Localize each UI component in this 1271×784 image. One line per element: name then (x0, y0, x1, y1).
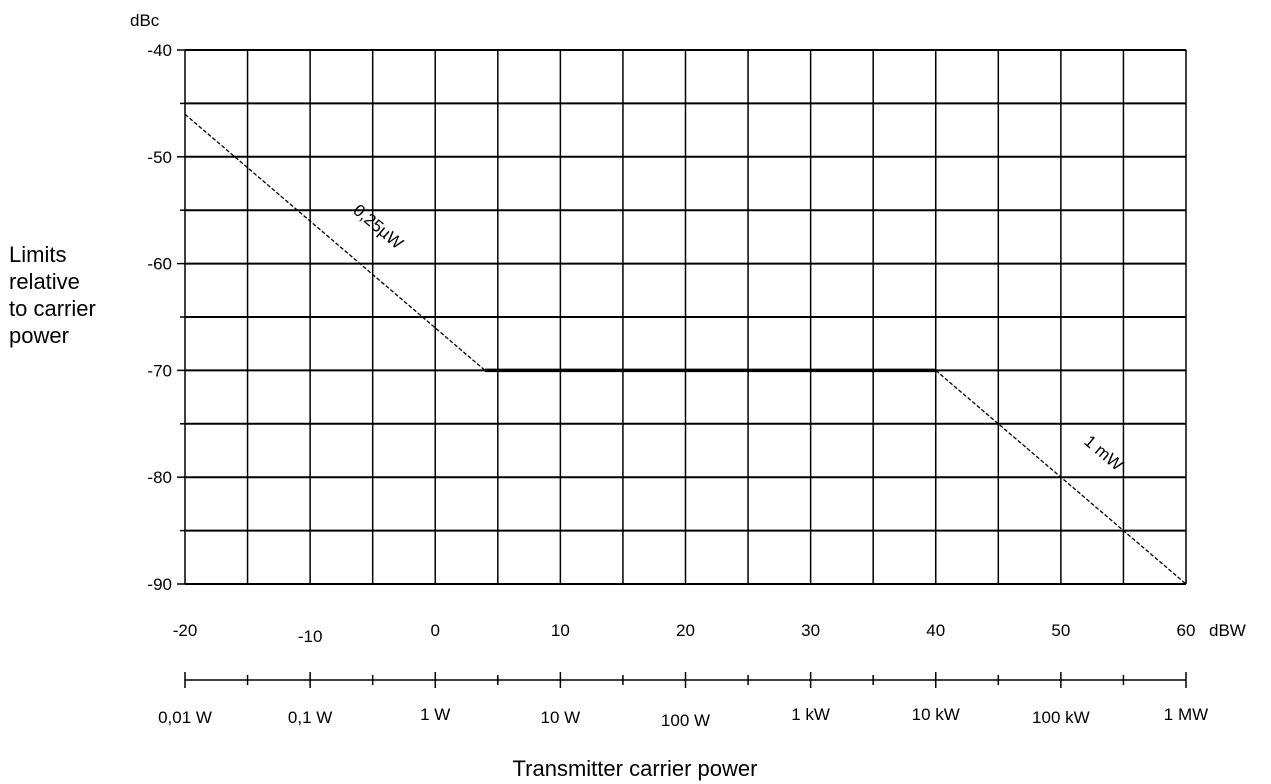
power-tick-label: 10 kW (912, 705, 960, 724)
power-tick-label: 1 kW (791, 705, 830, 724)
x-tick-label: 10 (551, 621, 570, 640)
x-tick-label: 0 (431, 621, 440, 640)
series-group (184, 113, 1187, 585)
power-tick-label: 1 W (420, 705, 450, 724)
power-tick-label: 1 MW (1164, 705, 1208, 724)
annotation-0-25uw: 0,25µW (349, 201, 406, 253)
power-tick-label: 0,01 W (158, 708, 212, 727)
x-tick-label: 40 (926, 621, 945, 640)
power-tick-label: 100 W (661, 711, 710, 730)
y-axis-title-line-2: relative (9, 269, 80, 294)
x-tick-label: -10 (298, 627, 323, 646)
y-tick-label: -50 (147, 148, 172, 167)
y-axis-title-line-3: to carrier (9, 296, 96, 321)
annotation-1mw: 1 mW (1080, 432, 1126, 475)
x-tick-label: -20 (173, 621, 198, 640)
y-unit-label: dBc (130, 11, 160, 30)
power-tick-label: 100 kW (1032, 708, 1090, 727)
grid (184, 49, 1187, 585)
power-tick-label: 0,1 W (288, 708, 332, 727)
series-line-dashed (935, 369, 1187, 585)
x-tick-label: 60 (1177, 621, 1196, 640)
x-unit-label: dBW (1209, 621, 1246, 640)
x-axis-title: Transmitter carrier power (513, 756, 758, 781)
y-axis-title-line-1: Limits (9, 242, 66, 267)
y-tick-label: -70 (147, 361, 172, 380)
x-tick-label: 30 (801, 621, 820, 640)
power-tick-label: 10 W (541, 708, 581, 727)
y-tick-label: -90 (147, 575, 172, 594)
axes: -40 -50 -60 -70 -80 -90 -20 -10 0 10 20 30 40 50 60 0,0… (147, 41, 1208, 730)
series-line-dashed (184, 113, 486, 371)
y-axis-title: Limits relative to carrier power (9, 242, 102, 348)
y-axis-title-line-4: power (9, 323, 69, 348)
y-tick-label: -40 (147, 41, 172, 60)
x-tick-label: 20 (676, 621, 695, 640)
y-tick-label: -60 (147, 255, 172, 274)
y-tick-label: -80 (147, 468, 172, 487)
x-tick-label: 50 (1051, 621, 1070, 640)
